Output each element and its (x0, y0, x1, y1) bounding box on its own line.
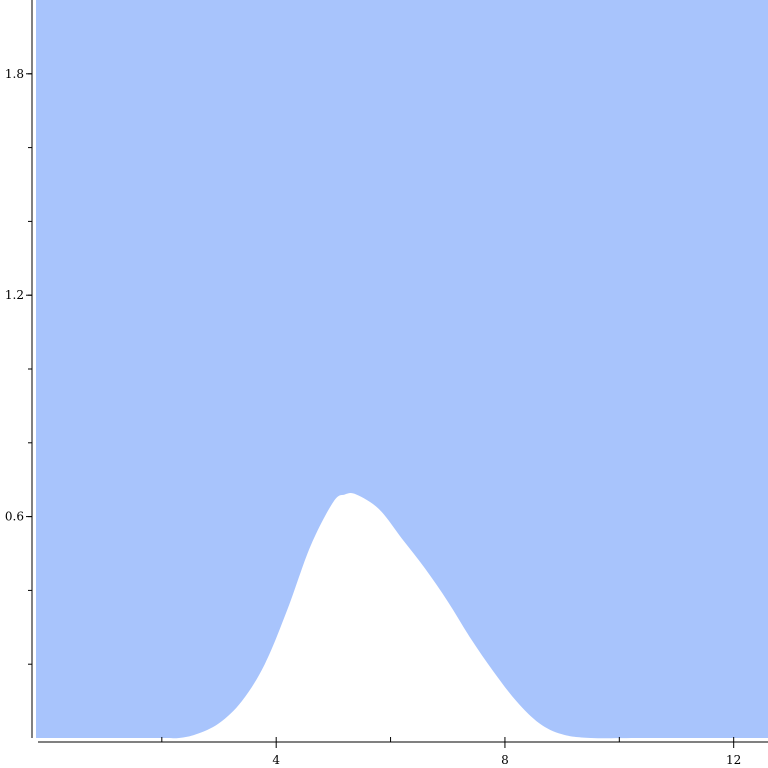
x-tick-label: 12 (726, 753, 741, 767)
x-tick-label: 4 (272, 753, 280, 767)
x-tick-label: 8 (501, 753, 509, 767)
y-tick-label: 1.2 (5, 288, 24, 302)
area-series-0 (36, 0, 768, 739)
axes: 0.6 1.2 1.8 4 8 12 (5, 0, 768, 767)
y-tick-label: 1.8 (5, 67, 24, 81)
plot-area (36, 0, 768, 739)
y-tick-label: 0.6 (5, 510, 24, 524)
